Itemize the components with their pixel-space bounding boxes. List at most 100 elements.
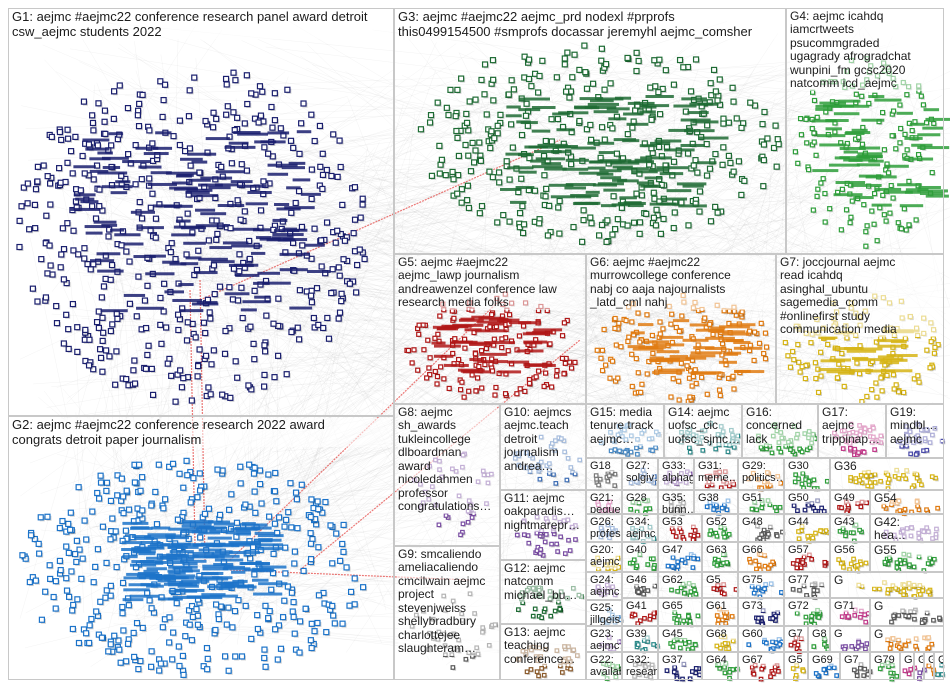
edge — [741, 121, 775, 658]
edge — [28, 131, 494, 161]
edge — [181, 134, 320, 292]
edge — [67, 376, 725, 521]
edge — [93, 525, 147, 568]
edge — [301, 294, 889, 393]
edge — [164, 243, 234, 549]
edge — [113, 302, 549, 313]
edge — [88, 110, 710, 621]
edge — [221, 153, 925, 550]
edge — [173, 149, 441, 416]
edge — [66, 223, 245, 404]
edge — [260, 371, 663, 399]
edge — [86, 84, 95, 242]
edge — [98, 76, 289, 581]
edge — [24, 591, 255, 649]
edge — [170, 282, 634, 421]
edge — [277, 122, 426, 278]
edge — [204, 152, 572, 191]
edge — [97, 218, 516, 334]
edge — [256, 291, 382, 609]
edge — [56, 173, 627, 388]
edge — [456, 211, 814, 440]
edge — [270, 130, 886, 571]
edge — [556, 21, 842, 129]
edge — [492, 156, 639, 159]
edge — [370, 153, 696, 351]
edge — [571, 314, 650, 418]
edge — [550, 36, 704, 147]
edge — [199, 120, 419, 516]
edge — [135, 173, 904, 617]
edge — [278, 211, 561, 300]
edge — [204, 321, 508, 486]
edge — [257, 557, 388, 608]
edge — [138, 155, 858, 248]
edge — [160, 55, 848, 207]
edge — [93, 66, 774, 91]
edge — [264, 22, 646, 230]
edge — [107, 120, 676, 298]
edge — [322, 304, 706, 366]
edge — [240, 112, 809, 204]
edge — [62, 501, 149, 511]
edge — [272, 431, 324, 582]
edge — [265, 46, 936, 129]
edge — [112, 199, 427, 546]
edge — [186, 291, 331, 509]
edge — [63, 303, 301, 497]
edge — [264, 80, 774, 220]
edge — [401, 75, 496, 117]
edge — [245, 174, 789, 456]
edge — [182, 459, 271, 486]
edge — [551, 50, 938, 206]
edge — [118, 43, 271, 156]
edge — [143, 375, 500, 520]
edge — [178, 177, 201, 220]
edge — [320, 76, 919, 423]
edge — [217, 127, 864, 283]
edge — [134, 53, 751, 396]
edge — [66, 91, 529, 530]
edge — [630, 111, 718, 260]
edge — [135, 70, 296, 592]
edge — [96, 82, 174, 296]
edge — [123, 168, 246, 421]
edge — [83, 230, 143, 517]
edge — [257, 283, 721, 386]
edge — [182, 226, 484, 397]
edge — [122, 135, 755, 564]
edge — [256, 377, 361, 560]
edge — [248, 89, 522, 218]
edge — [175, 70, 631, 368]
edge — [56, 453, 296, 516]
edge — [217, 255, 272, 261]
edge — [649, 184, 796, 195]
edge — [151, 301, 588, 393]
edge — [67, 307, 506, 366]
edge — [256, 69, 436, 583]
edge — [38, 396, 184, 522]
edge — [572, 387, 916, 397]
edge — [70, 275, 94, 620]
edge — [637, 95, 819, 409]
edge — [260, 628, 400, 647]
edge — [119, 90, 789, 122]
edge — [789, 128, 827, 384]
edge — [100, 110, 503, 289]
edge — [162, 177, 764, 262]
edge — [255, 156, 387, 611]
edge — [165, 273, 749, 518]
edge — [115, 259, 156, 435]
edge — [895, 213, 907, 227]
edge — [149, 234, 164, 501]
edge — [567, 41, 950, 159]
edge — [457, 144, 923, 558]
edge — [796, 95, 942, 178]
edge — [257, 145, 503, 291]
edge — [415, 173, 585, 612]
edge — [554, 128, 625, 417]
edge — [367, 115, 830, 380]
edge — [86, 225, 338, 230]
edge — [545, 192, 624, 548]
edge — [160, 54, 185, 212]
